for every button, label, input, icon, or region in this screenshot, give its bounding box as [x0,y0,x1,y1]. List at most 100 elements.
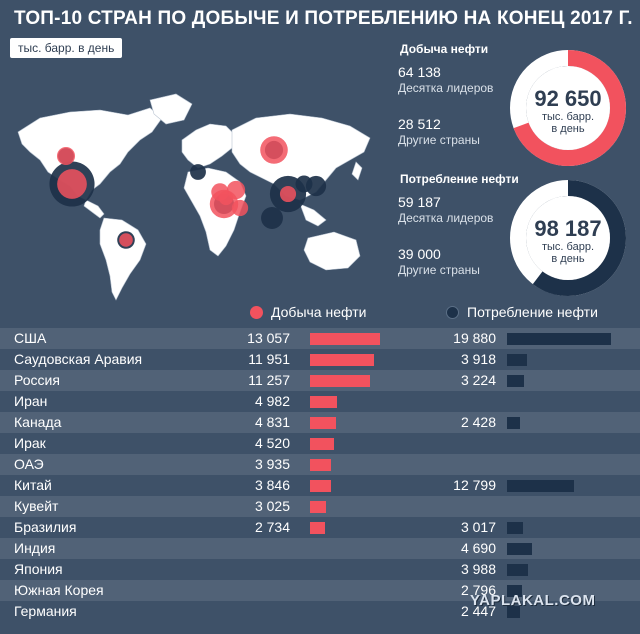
world-map [17,93,371,301]
consumption-bar [507,585,522,597]
continents [17,93,371,301]
consumption-value-label: 2 428 [460,414,496,430]
table-row: Россия 11 257 3 224 [0,370,640,391]
production-donut-chart [510,50,626,166]
production-donut-heading: Добыча нефти [400,42,489,56]
country-table: США 13 057 19 880 Саудовская Аравия 11 951 3 … [0,328,640,622]
unit-badge: тыс. барр. в день [10,38,123,58]
north-america-shape [17,107,163,201]
legend-consumption: Потребление нефти [446,304,598,320]
consumption-donut-unit-line1: тыс. барр. [541,241,594,253]
production-bar [310,333,380,345]
country-name: Ирак [14,435,46,451]
production-bar [310,417,336,429]
consumption-donut-unit-line2: в день [551,253,585,265]
map-bubble-production [231,199,249,217]
production-donut-center [526,66,610,150]
legend-consumption-dot [446,305,459,319]
production-value-label: 4 831 [254,414,290,430]
production-bar [310,396,337,408]
table-row: Ирак 4 520 [0,433,640,454]
consumption-bar [507,417,520,429]
consumption-bar [507,543,532,555]
consumption-value-label: 3 988 [460,561,496,577]
map-bubble-production [260,136,288,164]
country-name: Кувейт [14,498,59,514]
country-name: Иран [14,393,48,409]
consumption-bar [507,522,523,534]
country-name: Канада [14,414,62,430]
production-bar [310,438,335,450]
country-name: Германия [14,603,77,619]
production-value-label: 3 935 [254,456,290,472]
production-value-label: 4 520 [254,435,290,451]
consumption-value-label: 2 796 [460,582,496,598]
consumption-value-label: 3 224 [460,372,496,388]
consumption-donut-center [526,196,610,280]
country-name: Япония [14,561,63,577]
country-name: Бразилия [14,519,77,535]
table-row: Саудовская Аравия 11 951 3 918 [0,349,640,370]
consumption-donut-total: 98 187 [534,216,602,241]
consumption-leaders-segment [510,180,626,296]
legend-consumption-label: Потребление нефти [467,304,598,320]
central-america-shape [83,199,105,219]
country-name: США [14,330,47,346]
table-row: ОАЭ 3 935 [0,454,640,475]
table-row: Южная Корея 2 796 [0,580,640,601]
map-bubble-consumption [295,175,313,193]
map-bubble-production [56,146,76,166]
consumption-value-label: 12 799 [453,477,496,493]
consumption-bar [507,354,528,366]
table-row: Иран 4 982 [0,391,640,412]
table-row: США 13 057 19 880 [0,328,640,349]
table-row: Кувейт 3 025 [0,496,640,517]
asia-shape [231,113,371,201]
table-row: Канада 4 831 2 428 [0,412,640,433]
country-name: ОАЭ [14,456,44,472]
consumption-leaders-label: Десятка лидеров [398,211,494,225]
production-others-label: Другие страны [398,133,480,147]
country-name: Россия [14,372,60,388]
production-bar [310,480,331,492]
table-row: Индия 4 690 [0,538,640,559]
table-row: Бразилия 2 734 3 017 [0,517,640,538]
consumption-value-label: 3 918 [460,351,496,367]
consumption-leaders-value: 59 187 [398,194,441,210]
production-others-value: 28 512 [398,116,441,132]
production-donut-block: Добыча нефти 64 138 Десятка лидеров 28 5… [395,40,635,168]
country-name: Южная Корея [14,582,104,598]
map-bubbles [49,136,327,249]
greenland-shape [149,93,193,125]
production-bar [310,354,375,366]
production-value-label: 4 982 [254,393,290,409]
production-bar [310,459,332,471]
production-bar [310,522,325,534]
consumption-donut-heading: Потребление нефти [400,172,519,186]
production-leaders-label: Десятка лидеров [398,81,494,95]
production-value-label: 13 057 [247,330,290,346]
watermark: YAPLAKAL.COM [470,592,596,609]
map-bubble-production [57,169,87,199]
consumption-bar [507,606,520,618]
production-value-label: 11 257 [248,372,290,388]
country-name: Китай [14,477,52,493]
map-bubble-production [119,233,133,247]
consumption-donut-chart [510,180,626,296]
map-bubble-production [218,190,234,206]
australia-shape [303,231,361,271]
legend-production: Добыча нефти [250,304,366,320]
production-leaders-segment [510,50,626,166]
consumption-bar [507,375,524,387]
southeast-asia-shape [299,203,327,227]
production-bar [310,501,327,513]
consumption-bar [507,480,574,492]
production-value-label: 3 846 [254,477,290,493]
production-donut-unit-line1: тыс. барр. [541,111,594,123]
south-america-shape [99,217,147,301]
consumption-value-label: 2 447 [460,603,496,619]
consumption-value-label: 4 690 [460,540,496,556]
table-row: Германия 2 447 [0,601,640,622]
table-row: Япония 3 988 [0,559,640,580]
production-value-label: 11 951 [248,351,290,367]
